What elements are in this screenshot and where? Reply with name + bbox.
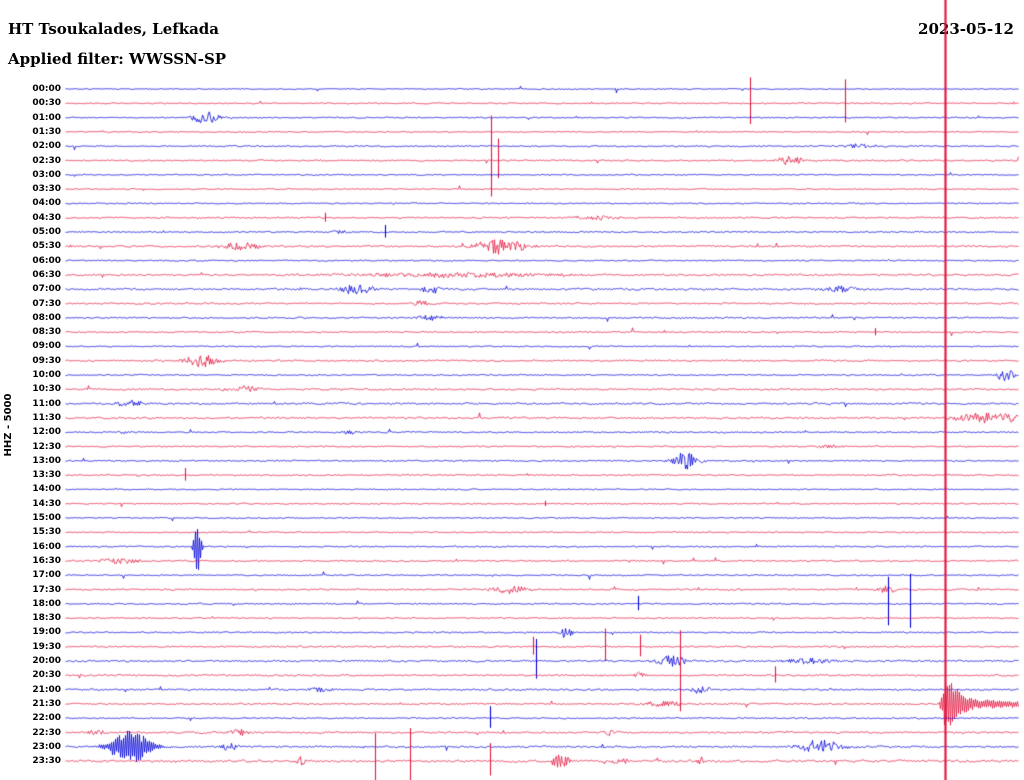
- time-label: 08:30: [32, 327, 61, 338]
- time-label: 08:00: [32, 312, 61, 323]
- time-label: 01:00: [32, 112, 61, 123]
- time-label: 06:30: [32, 269, 61, 280]
- time-label: 16:30: [32, 555, 61, 566]
- time-label: 13:30: [32, 470, 61, 481]
- time-label: 19:00: [32, 627, 61, 638]
- time-label: 12:30: [32, 441, 61, 452]
- time-label: 22:00: [32, 713, 61, 724]
- time-label: 06:00: [32, 255, 61, 266]
- time-label: 15:00: [32, 513, 61, 523]
- time-label: 03:30: [32, 184, 61, 195]
- time-label: 23:30: [32, 756, 61, 767]
- time-label: 10:00: [32, 370, 61, 380]
- time-label: 20:30: [32, 670, 61, 681]
- time-label: 17:30: [32, 584, 61, 595]
- time-label: 15:30: [32, 527, 61, 538]
- y-axis-label: HHZ - 5000: [3, 393, 14, 457]
- time-label: 14:30: [32, 498, 61, 509]
- time-label: 05:00: [32, 227, 61, 237]
- time-label: 01:30: [32, 126, 61, 137]
- time-label: 04:30: [32, 212, 61, 223]
- time-label: 07:30: [32, 298, 61, 309]
- time-label: 18:30: [32, 613, 61, 624]
- time-label: 21:30: [32, 698, 61, 709]
- time-label: 21:00: [32, 684, 61, 695]
- time-label: 00:00: [32, 84, 61, 94]
- time-label: 12:00: [32, 427, 61, 438]
- time-label: 05:30: [32, 241, 61, 252]
- time-label: 10:30: [32, 384, 61, 395]
- time-label: 16:00: [32, 541, 61, 552]
- time-label: 17:00: [32, 570, 61, 581]
- time-label: 09:00: [32, 341, 61, 352]
- time-label: 02:30: [32, 155, 61, 166]
- time-label: 04:00: [32, 198, 61, 209]
- time-label: 18:00: [32, 598, 61, 609]
- time-label: 14:00: [32, 484, 61, 495]
- record-date: 2023-05-12: [918, 20, 1014, 38]
- time-label: 07:00: [32, 284, 61, 295]
- time-label: 13:00: [32, 455, 61, 466]
- time-label: 22:30: [32, 727, 61, 738]
- station-title: HT Tsoukalades, Lefkada: [8, 20, 220, 38]
- time-label: 19:30: [32, 641, 61, 652]
- time-label: 23:00: [32, 741, 61, 752]
- time-label: 09:30: [32, 355, 61, 366]
- time-label: 02:00: [32, 141, 61, 152]
- time-label: 03:00: [32, 169, 61, 180]
- filter-label: Applied filter: WWSSN-SP: [8, 50, 227, 68]
- time-label: 20:00: [32, 656, 61, 666]
- time-label: 00:30: [32, 98, 61, 109]
- time-label: 11:30: [32, 412, 61, 423]
- time-label: 11:00: [32, 398, 61, 409]
